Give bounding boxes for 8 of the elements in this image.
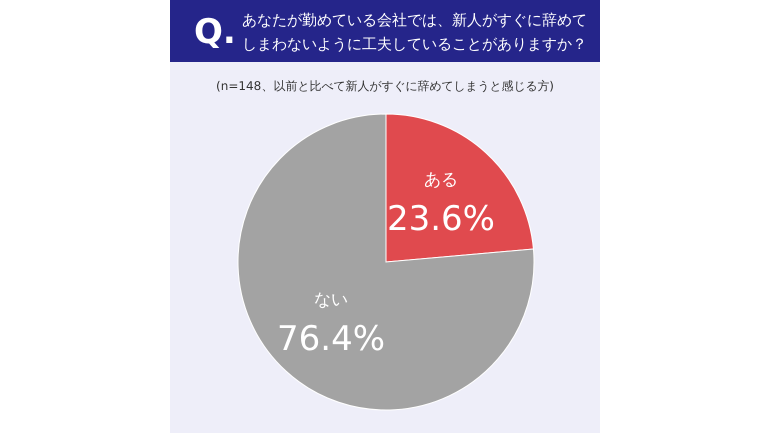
slice-label: ある <box>424 170 458 190</box>
pie-slice <box>238 114 534 410</box>
slice-label: ない <box>314 290 348 310</box>
chart-title: あなたが勤めている会社では、新人がすぐに辞めてしまわないように工夫していることがありますか？ <box>242 11 587 53</box>
data-label: 23.6% <box>386 198 495 239</box>
text: Q. <box>194 12 236 52</box>
data-label: 76.4% <box>277 319 386 360</box>
chart-subtitle: (n=148、以前と比べて新人がすぐに辞めてしまうと感じる方) <box>216 79 554 93</box>
